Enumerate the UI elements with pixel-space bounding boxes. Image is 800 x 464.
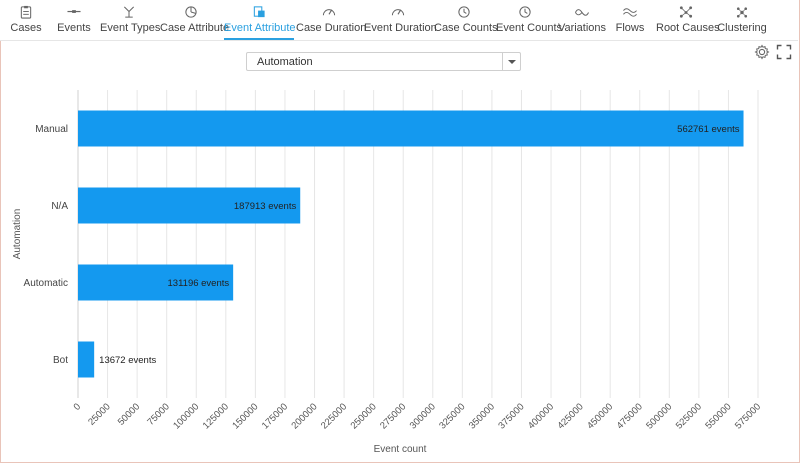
clock-icon <box>458 6 470 18</box>
y-tick-label: Automatic <box>24 278 68 289</box>
x-tick-label: 500000 <box>644 401 674 431</box>
x-tick-label: 550000 <box>703 401 733 431</box>
x-tick-label: 150000 <box>230 401 260 431</box>
x-tick-label: 0 <box>72 401 84 413</box>
tab-event-attribute[interactable]: Event Attribute <box>224 0 296 40</box>
x-tick-label: 325000 <box>437 401 467 431</box>
pie-icon <box>185 6 197 18</box>
tab-label: Event Duration <box>364 22 437 34</box>
bar[interactable] <box>78 264 234 301</box>
tab-root-causes[interactable]: Root Causes <box>656 0 720 38</box>
x-tick-label: 225000 <box>319 401 349 431</box>
y-tick-label: Manual <box>35 124 68 135</box>
tab-label: Variations <box>557 22 607 34</box>
tab-label: Root Causes <box>656 22 720 34</box>
tab-label: Cases <box>10 22 42 34</box>
tab-event-duration[interactable]: Event Duration <box>364 0 437 38</box>
tab-label: Event Attribute <box>224 22 296 34</box>
tab-label: Events <box>57 22 91 34</box>
tab-label: Clustering <box>717 22 767 34</box>
clipboard-icon <box>20 5 32 19</box>
events-icon <box>67 10 81 13</box>
gauge-icon <box>391 9 405 16</box>
attribute-select[interactable]: Automation <box>246 52 521 71</box>
x-tick-label: 175000 <box>260 401 290 431</box>
x-tick-label: 75000 <box>145 401 171 427</box>
x-tick-label: 450000 <box>585 401 615 431</box>
tab-flows[interactable]: Flows <box>610 0 650 38</box>
event-attribute-icon <box>253 6 265 18</box>
tab-event-types[interactable]: Event Types <box>100 0 161 38</box>
chevron-down-icon[interactable] <box>502 53 520 70</box>
data-label: 562761 events <box>677 124 740 135</box>
variations-icon <box>575 9 589 16</box>
x-tick-label: 375000 <box>496 401 526 431</box>
y-tick-label: N/A <box>51 201 68 212</box>
flows-icon <box>623 8 637 17</box>
y-tick-label: Bot <box>53 355 68 366</box>
bar[interactable] <box>78 341 95 378</box>
x-tick-label: 400000 <box>526 401 556 431</box>
gauge-icon <box>322 9 336 16</box>
root-causes-icon <box>679 6 693 18</box>
fullscreen-icon[interactable] <box>776 44 792 60</box>
x-tick-label: 425000 <box>556 401 586 431</box>
tab-label: Flows <box>615 22 645 34</box>
x-tick-label: 275000 <box>378 401 408 431</box>
x-tick-label: 575000 <box>733 401 763 431</box>
tab-event-counts[interactable]: Event Counts <box>496 0 563 38</box>
clustering-icon <box>736 7 748 18</box>
tab-variations[interactable]: Variations <box>556 0 608 38</box>
tab-label: Case Duration <box>296 22 367 34</box>
x-tick-label: 475000 <box>615 401 645 431</box>
x-tick-label: 525000 <box>674 401 704 431</box>
event-types-icon <box>123 6 135 18</box>
tab-events[interactable]: Events <box>52 0 96 38</box>
tab-label: Case Attribute <box>160 22 230 34</box>
x-tick-label: 100000 <box>171 401 201 431</box>
x-tick-label: 300000 <box>408 401 438 431</box>
x-tick-label: 200000 <box>289 401 319 431</box>
y-axis-title: Automation <box>12 209 23 260</box>
bar[interactable] <box>78 187 301 224</box>
x-axis-title: Event count <box>374 444 427 455</box>
tab-case-attribute[interactable]: Case Attribute <box>160 0 230 38</box>
bar[interactable] <box>78 110 744 147</box>
tab-case-counts[interactable]: Case Counts <box>434 0 498 38</box>
tab-cases[interactable]: Cases <box>4 0 48 38</box>
attribute-select-value: Automation <box>257 56 313 68</box>
view-toolbar: Cases Events Event Types Case Attribute Even… <box>0 0 798 41</box>
tab-case-duration[interactable]: Case Duration <box>296 0 367 38</box>
x-tick-label: 25000 <box>86 401 112 427</box>
x-tick-label: 350000 <box>467 401 497 431</box>
gear-icon[interactable] <box>754 44 770 60</box>
tab-label: Event Types <box>100 22 161 34</box>
tab-label: Case Counts <box>434 22 498 34</box>
data-label: 131196 events <box>168 278 230 289</box>
clock-icon <box>519 6 531 18</box>
tab-label: Event Counts <box>496 22 563 34</box>
x-tick-label: 125000 <box>201 401 231 431</box>
x-tick-label: 50000 <box>116 401 142 427</box>
tab-clustering[interactable]: Clustering <box>716 0 768 38</box>
data-label: 13672 events <box>99 355 156 366</box>
x-tick-label: 250000 <box>349 401 379 431</box>
data-label: 187913 events <box>234 201 297 212</box>
